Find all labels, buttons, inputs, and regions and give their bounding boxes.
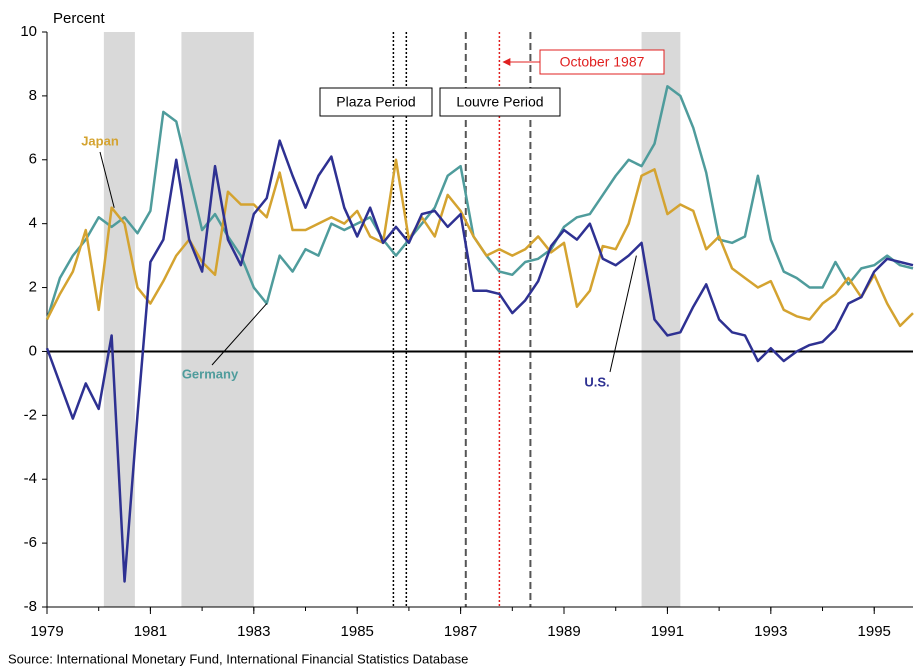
annotation: Plaza Period (336, 94, 415, 110)
annotation: October 1987 (560, 54, 645, 70)
annotation: Louvre Period (456, 94, 543, 110)
series-line (45, 85, 914, 320)
x-tick-label: 1985 (341, 623, 374, 640)
series-line (45, 158, 914, 328)
x-tick-label: 1983 (237, 623, 270, 640)
y-axis-label: Percent (53, 10, 106, 27)
x-tick-label: 1989 (547, 623, 580, 640)
x-tick-label: 1995 (858, 623, 891, 640)
x-tick-label: 1979 (30, 623, 63, 640)
y-tick-label: -8 (24, 598, 37, 615)
y-tick-label: 2 (29, 279, 37, 296)
shaded-period (181, 32, 254, 607)
y-tick-label: 0 (29, 342, 37, 359)
leader-line (99, 151, 115, 208)
series-label: Japan (81, 133, 119, 148)
series-label: U.S. (584, 374, 609, 389)
y-tick-label: -4 (24, 470, 37, 487)
source: Source: International Monetary Fund, Int… (8, 651, 468, 666)
annotation-box (439, 87, 561, 117)
x-tick-label: 1981 (134, 623, 167, 640)
series-line (45, 139, 914, 583)
y-tick-label: 4 (29, 215, 37, 232)
y-tick-label: 6 (29, 151, 37, 168)
leader-line (609, 255, 637, 373)
shaded-period (641, 32, 681, 607)
arrow-head (502, 58, 511, 66)
y-tick-label: -2 (24, 406, 37, 423)
leader-line (211, 303, 268, 366)
series-label: Germany (182, 366, 239, 381)
y-tick-label: 8 (29, 87, 37, 104)
annotation-box (319, 87, 433, 117)
x-tick-label: 1993 (754, 623, 787, 640)
y-tick-label: 10 (20, 23, 37, 40)
x-tick-label: 1987 (444, 623, 477, 640)
x-tick-label: 1991 (651, 623, 684, 640)
y-tick-label: -6 (24, 534, 37, 551)
